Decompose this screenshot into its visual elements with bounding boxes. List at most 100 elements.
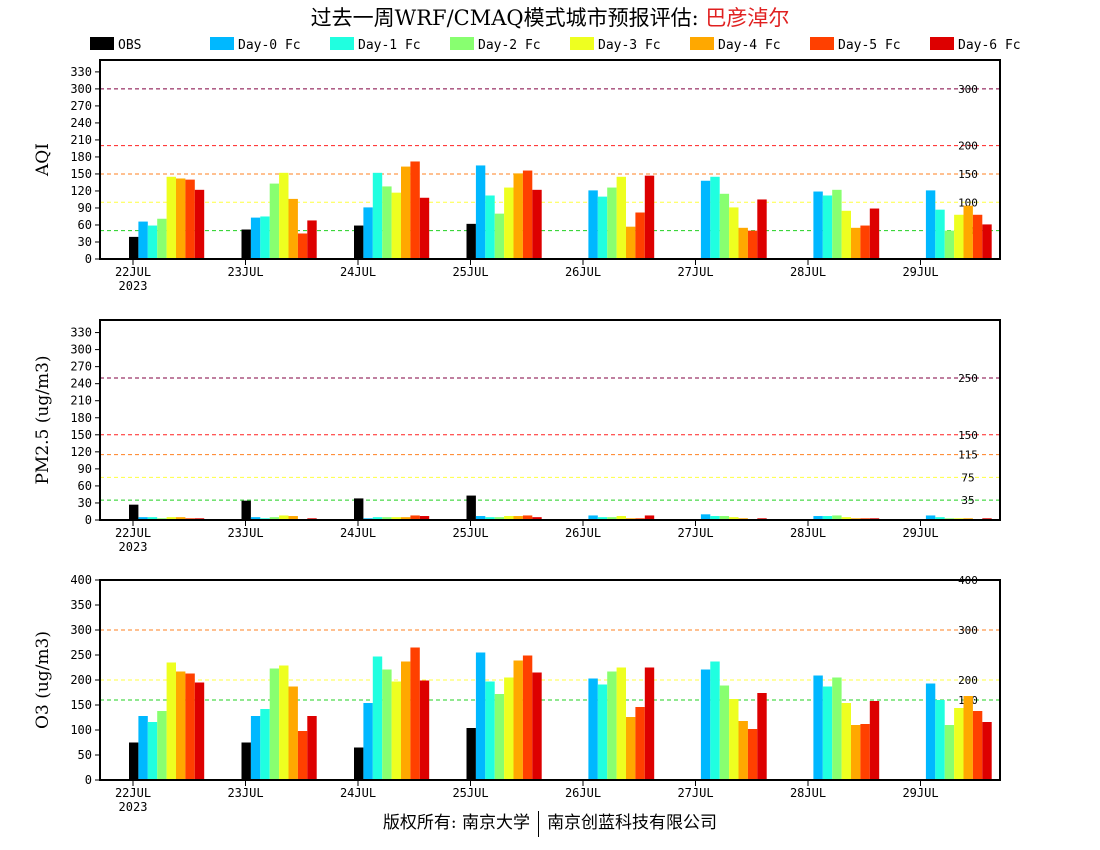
bar-day-6-fc [532, 517, 542, 520]
bar-obs [129, 504, 139, 520]
y-tick-label: 300 [70, 623, 92, 637]
y-tick-label: 0 [85, 773, 92, 787]
bar-day-5-fc [522, 655, 533, 780]
x-tick-label: 22JUL [115, 786, 151, 800]
bar-obs [466, 495, 476, 520]
bar-day-5-fc [297, 731, 308, 780]
title-text: 过去一周WRF/CMAQ模式城市预报评估: [310, 6, 706, 30]
bar-day-4-fc [401, 661, 411, 780]
x-tick-label: 22JUL [115, 526, 151, 540]
bar-day-0-fc [813, 516, 823, 520]
bar-day-3-fc [504, 516, 514, 520]
bar-day-2-fc [607, 187, 617, 259]
bar-day-4-fc [288, 198, 298, 259]
reference-label: 300 [958, 83, 978, 96]
bar-day-6-fc [869, 208, 880, 259]
y-tick-label: 270 [70, 99, 92, 113]
bar-day-2-fc [494, 213, 505, 259]
bar-day-3-fc [166, 517, 176, 520]
bar-day-0-fc [588, 678, 598, 780]
bar-day-1-fc [485, 195, 495, 259]
bar-day-3-fc [504, 187, 514, 259]
bar-day-5-fc [635, 212, 645, 259]
bar-day-5-fc [747, 230, 758, 259]
bar-day-4-fc [738, 227, 748, 259]
y-tick-label: 180 [70, 150, 92, 164]
y-tick-label: 250 [70, 648, 92, 662]
y-tick-label: 150 [70, 167, 92, 181]
bar-day-1-fc [147, 225, 158, 259]
bar-day-2-fc [832, 515, 842, 520]
legend-label: OBS [118, 38, 141, 53]
bar-day-3-fc [279, 172, 289, 259]
bar-day-1-fc [710, 516, 720, 520]
bar-day-1-fc [597, 684, 608, 780]
bar-day-2-fc [157, 711, 167, 780]
x-tick-label: 27JUL [677, 786, 713, 800]
legend-label: Day-1 Fc [358, 38, 421, 53]
bar-day-3-fc [729, 699, 739, 780]
x-tick-label: 22JUL [115, 265, 151, 279]
bar-day-3-fc [166, 176, 176, 259]
bar-day-6-fc [532, 672, 542, 780]
bar-day-2-fc [382, 517, 392, 520]
bar-day-5-fc [410, 161, 420, 259]
bar-day-0-fc [363, 703, 373, 780]
legend-label: Day-0 Fc [238, 38, 301, 53]
bar-day-5-fc [860, 225, 870, 259]
copyright-right: 南京创蓝科技有限公司 [547, 813, 718, 833]
bar-day-5-fc [972, 214, 983, 259]
bar-day-2-fc [944, 725, 955, 780]
reference-label: 200 [958, 140, 978, 153]
bar-obs [466, 728, 476, 780]
legend-swatch [90, 37, 114, 50]
bar-day-2-fc [494, 517, 505, 520]
bar-day-2-fc [382, 669, 392, 780]
legend-label: Day-3 Fc [598, 38, 661, 53]
bar-day-0-fc [475, 516, 486, 520]
y-tick-label: 300 [70, 343, 92, 357]
bar-obs [354, 498, 364, 520]
bar-day-6-fc [419, 516, 430, 520]
bar-day-5-fc [522, 515, 533, 520]
bar-day-3-fc [729, 207, 739, 259]
x-tick-label: 23JUL [227, 265, 263, 279]
city-name: 巴彦淖尔 [705, 6, 790, 30]
y-tick-label: 120 [70, 184, 92, 198]
bar-day-6-fc [419, 197, 430, 259]
bar-day-6-fc [644, 667, 655, 780]
bar-day-3-fc [729, 517, 739, 520]
x-tick-label: 28JUL [790, 786, 826, 800]
y-tick-label: 200 [70, 673, 92, 687]
bar-day-1-fc [935, 209, 945, 259]
x-tick-label: 24JUL [340, 265, 376, 279]
bar-day-6-fc [644, 515, 655, 520]
plot-frame [99, 59, 1001, 260]
bar-day-1-fc [260, 709, 270, 780]
x-tick-label: 27JUL [677, 526, 713, 540]
reference-label: 150 [958, 429, 978, 442]
bar-day-3-fc [391, 681, 401, 780]
bar-day-2-fc [494, 694, 505, 780]
copyright-footer: 版权所有: 南京大学 南京创蓝科技有限公司 [0, 808, 1100, 837]
bar-day-1-fc [710, 661, 720, 780]
bar-day-5-fc [747, 729, 758, 780]
bar-day-3-fc [279, 515, 289, 520]
y-tick-label: 120 [70, 445, 92, 459]
y-tick-label: 30 [78, 496, 92, 510]
bar-day-4-fc [851, 725, 861, 780]
bar-day-3-fc [616, 667, 626, 780]
y-tick-label: 210 [70, 394, 92, 408]
legend-label: Day-5 Fc [838, 38, 901, 53]
x-tick-label: 29JUL [902, 526, 938, 540]
bar-day-6-fc [982, 722, 992, 780]
bar-day-0-fc [700, 669, 711, 780]
x-tick-label: 26JUL [565, 786, 601, 800]
bar-day-2-fc [719, 516, 730, 520]
bar-day-1-fc [147, 517, 158, 520]
x-tick-label: 25JUL [452, 265, 488, 279]
bar-obs [466, 223, 476, 259]
bar-day-6-fc [757, 693, 767, 780]
